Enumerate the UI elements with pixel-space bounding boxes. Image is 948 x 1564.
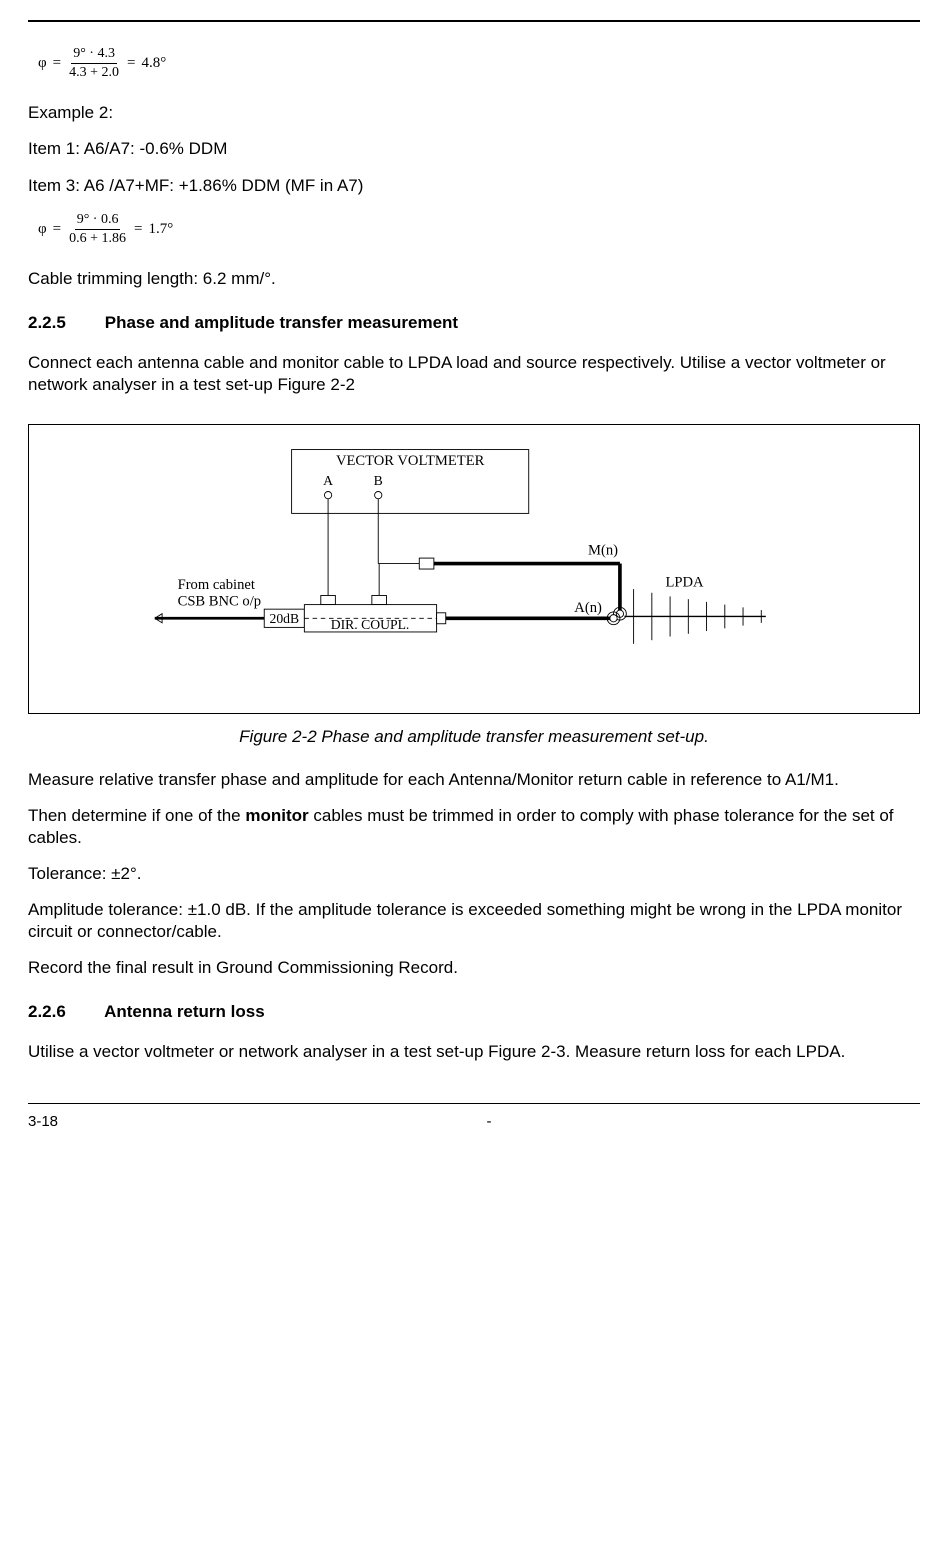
diagram-svg: VECTOR VOLTMETER A B M(n) From cabinet C — [44, 445, 904, 673]
an-lpda-conn1 — [610, 615, 617, 622]
section-2-2-5-heading: 2.2.5 Phase and amplitude transfer measu… — [28, 312, 920, 334]
voltmeter-label: VECTOR VOLTMETER — [336, 453, 485, 469]
phi-symbol: φ — [38, 54, 47, 74]
mn-conn — [419, 558, 434, 569]
equals: = — [53, 220, 61, 240]
figure-2-2: VECTOR VOLTMETER A B M(n) From cabinet C — [28, 424, 920, 714]
text-a: Then determine if one of the — [28, 806, 245, 825]
from-cabinet-2: CSB BNC o/p — [178, 594, 261, 610]
denominator: 0.6 + 1.86 — [67, 230, 128, 248]
result: 4.8° — [142, 54, 167, 74]
sec226-para1: Utilise a vector voltmeter or network an… — [28, 1041, 920, 1063]
item-1: Item 1: A6/A7: -0.6% DDM — [28, 138, 920, 160]
sec225-para1: Connect each antenna cable and monitor c… — [28, 352, 920, 396]
section-title: Phase and amplitude transfer measurement — [105, 313, 458, 332]
conn-a-box — [321, 596, 336, 605]
formula-2: φ = 9° · 0.6 0.6 + 1.86 = 1.7° — [38, 211, 920, 248]
conn-b-box — [372, 596, 387, 605]
port-a-conn — [324, 492, 331, 499]
from-cabinet-1: From cabinet — [178, 578, 255, 594]
example-2-label: Example 2: — [28, 102, 920, 124]
dc-out-conn — [437, 613, 446, 624]
figure-caption: Figure 2-2 Phase and amplitude transfer … — [28, 726, 920, 748]
page-footer: 3-18 - — [28, 1103, 920, 1132]
text-bold: monitor — [245, 806, 308, 825]
page-dash: - — [487, 1112, 492, 1132]
item-3: Item 3: A6 /A7+MF: +1.86% DDM (MF in A7) — [28, 175, 920, 197]
para-amplitude: Amplitude tolerance: ±1.0 dB. If the amp… — [28, 899, 920, 943]
para-determine: Then determine if one of the monitor cab… — [28, 805, 920, 849]
result: 1.7° — [149, 220, 174, 240]
equals: = — [53, 54, 61, 74]
lpda-label: LPDA — [666, 575, 705, 591]
equals: = — [134, 220, 142, 240]
section-number: 2.2.5 — [28, 312, 100, 334]
attenuator-label: 20dB — [269, 611, 299, 626]
port-b-conn — [375, 492, 382, 499]
section-2-2-6-heading: 2.2.6 Antenna return loss — [28, 1001, 920, 1023]
formula-1: φ = 9° · 4.3 4.3 + 2.0 = 4.8° — [38, 45, 920, 82]
section-number: 2.2.6 — [28, 1001, 100, 1023]
para-tolerance: Tolerance: ±2°. — [28, 863, 920, 885]
section-title: Antenna return loss — [104, 1002, 265, 1021]
port-a-label: A — [323, 474, 333, 489]
equals: = — [127, 54, 135, 74]
para-measure: Measure relative transfer phase and ampl… — [28, 769, 920, 791]
para-record: Record the final result in Ground Commis… — [28, 957, 920, 979]
numerator: 9° · 0.6 — [75, 211, 121, 230]
fraction: 9° · 0.6 0.6 + 1.86 — [67, 211, 128, 248]
denominator: 4.3 + 2.0 — [67, 64, 121, 82]
dir-coupler-label: DIR. COUPL. — [331, 618, 410, 633]
an-label: A(n) — [574, 600, 602, 616]
port-b-label: B — [374, 474, 383, 489]
page-number: 3-18 — [28, 1112, 58, 1132]
phi-symbol: φ — [38, 220, 47, 240]
cable-trim-text: Cable trimming length: 6.2 mm/°. — [28, 268, 920, 290]
fraction: 9° · 4.3 4.3 + 2.0 — [67, 45, 121, 82]
mn-label: M(n) — [588, 543, 618, 559]
numerator: 9° · 4.3 — [71, 45, 117, 64]
